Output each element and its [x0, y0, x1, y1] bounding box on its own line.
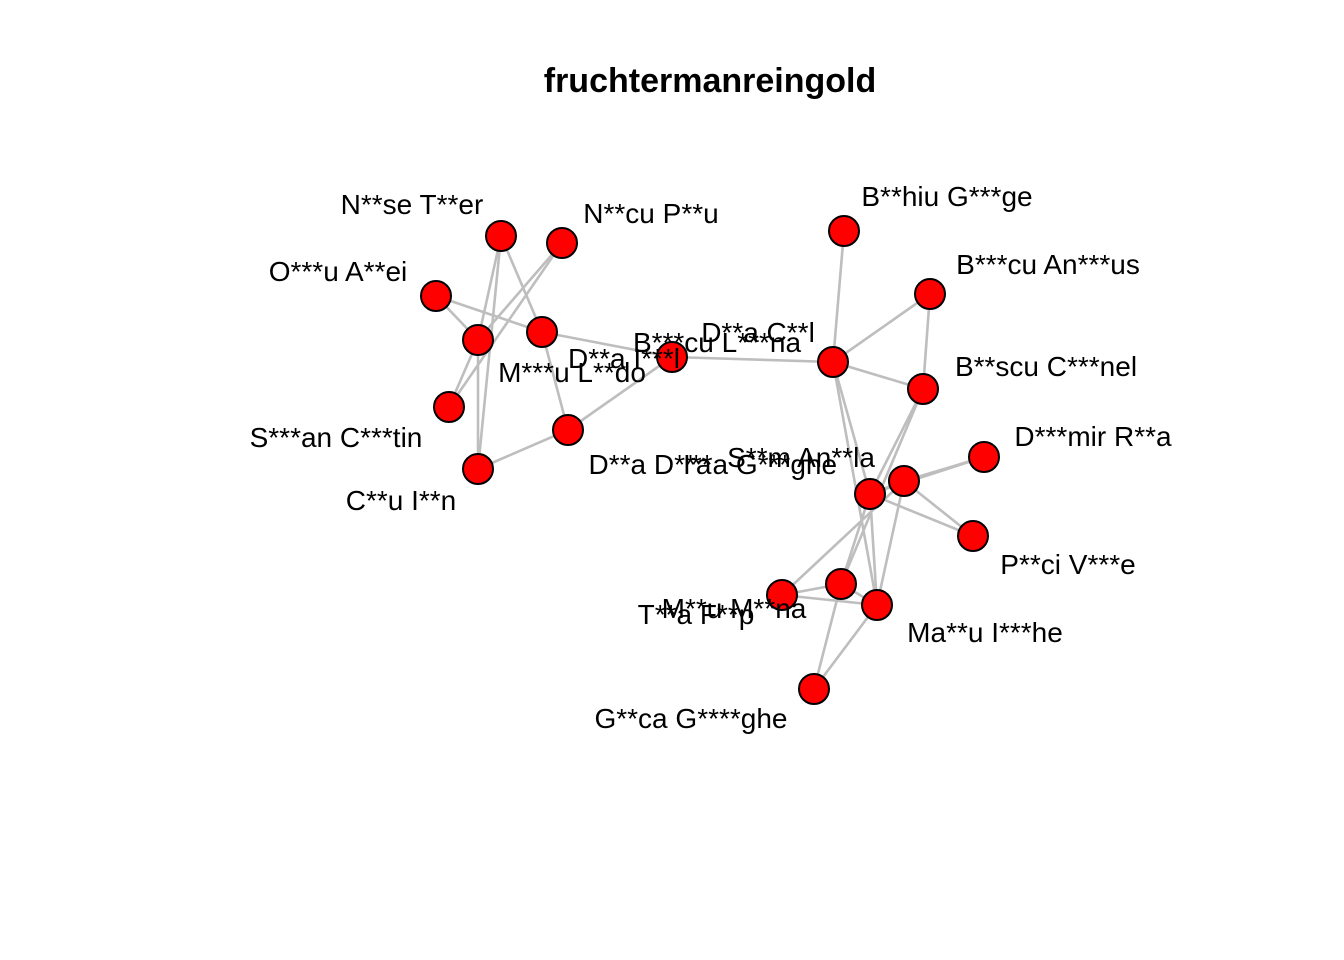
edge-n10-n15	[831, 361, 872, 495]
node-n11	[828, 215, 860, 247]
node-label-n3: O***u A**ei	[269, 256, 408, 287]
edge-n9-n10	[671, 355, 834, 364]
node-n10	[817, 346, 849, 378]
node-n18	[825, 568, 857, 600]
node-label-n2: N**cu P**u	[583, 198, 718, 229]
edge-n5-n7	[540, 331, 570, 431]
node-label-n17: P**ci V***e	[1000, 549, 1135, 580]
node-n8	[462, 453, 494, 485]
node-label-n11: B**hiu G***ge	[861, 181, 1032, 212]
node-label-n8: C**u I**n	[346, 485, 457, 516]
node-label-n20: Ma**u I***he	[907, 617, 1063, 648]
edge-n15-n17	[869, 492, 974, 538]
edge-n2-n6	[447, 242, 564, 408]
node-layer	[420, 215, 1000, 705]
node-n5	[526, 316, 558, 348]
edge-n10-n12	[832, 292, 931, 364]
node-label-n4: M***u L**do	[498, 357, 646, 388]
edge-n5-n9	[541, 330, 673, 359]
graph-title: fruchtermanreingold	[544, 62, 876, 100]
node-n2	[546, 227, 578, 259]
edge-n13-n15	[868, 388, 925, 495]
node-label-n5: D**a I***l	[568, 343, 680, 374]
node-n17	[957, 520, 989, 552]
node-n3	[420, 280, 452, 312]
edge-n20-n21	[812, 604, 879, 690]
edge-n3-n5	[435, 294, 543, 334]
node-label-n10: D**a C**l	[701, 317, 815, 348]
edge-n2-n4	[477, 242, 563, 341]
edge-n1-n8	[476, 235, 503, 470]
node-n16	[888, 465, 920, 497]
node-n12	[914, 278, 946, 310]
node-n14	[968, 441, 1000, 473]
node-label-n15: I**a G***ghe	[683, 449, 837, 480]
node-n7	[552, 414, 584, 446]
node-label-n7: D**a D**a	[589, 449, 712, 480]
node-label-n19: T**a F**p	[638, 599, 755, 630]
node-n4	[462, 324, 494, 356]
node-label-n21: G**ca G****ghe	[594, 703, 787, 734]
edge-n7-n9	[567, 355, 673, 432]
node-label-n12: B***cu An***us	[956, 249, 1140, 280]
node-label-n16: S**m An**la	[727, 442, 875, 473]
edge-n1-n5	[499, 235, 544, 333]
label-layer: N**se T**er N**cu P**u O***u A**ei M***u L*…	[250, 181, 1172, 734]
node-n19	[766, 579, 798, 611]
node-label-n18: M**u M**na	[662, 593, 807, 624]
edge-n15-n20	[868, 493, 879, 606]
node-label-n1: N**se T**er	[341, 189, 484, 220]
node-n13	[907, 373, 939, 405]
node-n21	[798, 673, 830, 705]
node-n6	[433, 391, 465, 423]
node-label-n13: B**scu C***nel	[955, 351, 1137, 382]
node-n15	[854, 478, 886, 510]
edge-n7-n8	[477, 428, 569, 471]
node-label-n14: D***mir R**a	[1014, 421, 1172, 452]
edge-n10-n11	[831, 230, 846, 363]
node-n9	[656, 341, 688, 373]
edge-n10-n20	[831, 361, 879, 606]
edge-n16-n20	[875, 480, 906, 606]
node-n1	[485, 220, 517, 252]
node-label-n6: S***an C***tin	[250, 422, 423, 453]
edge-n1-n4	[476, 235, 503, 341]
node-label-n9: B***cu L***na	[633, 327, 802, 358]
node-n20	[861, 589, 893, 621]
